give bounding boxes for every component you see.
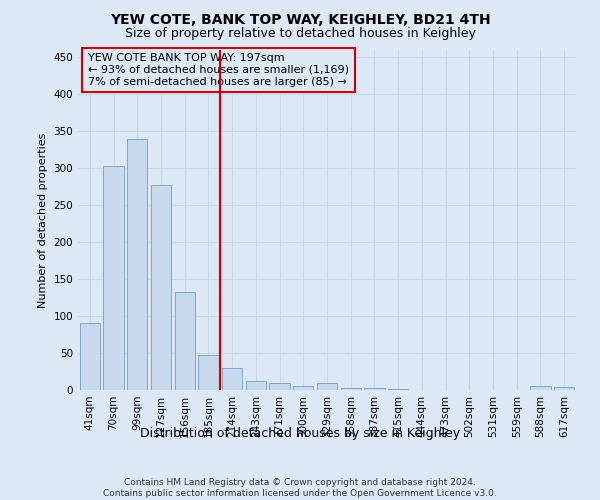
Bar bbox=[222, 368, 242, 390]
Bar bbox=[80, 324, 100, 390]
Text: Size of property relative to detached houses in Keighley: Size of property relative to detached ho… bbox=[125, 28, 475, 40]
Bar bbox=[103, 166, 124, 390]
Text: Distribution of detached houses by size in Keighley: Distribution of detached houses by size … bbox=[140, 428, 460, 440]
Text: YEW COTE BANK TOP WAY: 197sqm
← 93% of detached houses are smaller (1,169)
7% of: YEW COTE BANK TOP WAY: 197sqm ← 93% of d… bbox=[88, 54, 349, 86]
Text: YEW COTE, BANK TOP WAY, KEIGHLEY, BD21 4TH: YEW COTE, BANK TOP WAY, KEIGHLEY, BD21 4… bbox=[110, 12, 490, 26]
Bar bbox=[364, 388, 385, 390]
Bar bbox=[175, 292, 195, 390]
Y-axis label: Number of detached properties: Number of detached properties bbox=[38, 132, 48, 308]
Bar bbox=[293, 386, 313, 390]
Bar bbox=[341, 388, 361, 390]
Bar bbox=[199, 354, 218, 390]
Bar bbox=[127, 138, 148, 390]
Bar bbox=[269, 384, 290, 390]
Bar bbox=[246, 381, 266, 390]
Text: Contains HM Land Registry data © Crown copyright and database right 2024.
Contai: Contains HM Land Registry data © Crown c… bbox=[103, 478, 497, 498]
Bar bbox=[530, 386, 551, 390]
Bar bbox=[151, 184, 171, 390]
Bar bbox=[317, 382, 337, 390]
Bar bbox=[554, 387, 574, 390]
Bar bbox=[388, 388, 408, 390]
